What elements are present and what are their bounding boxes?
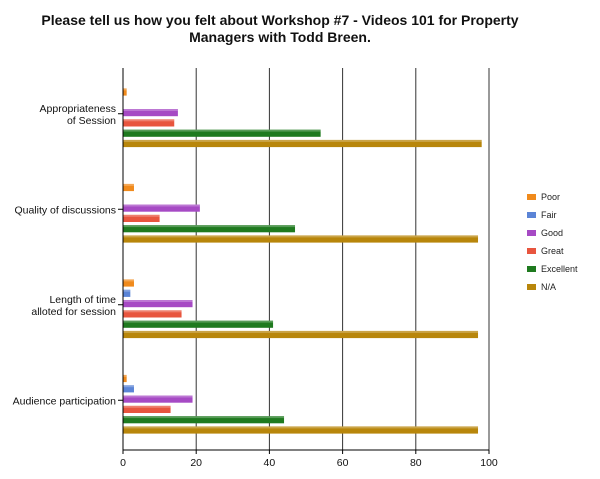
- bar: [123, 405, 171, 413]
- bar: [123, 204, 200, 212]
- bar: [123, 235, 479, 243]
- bar: [123, 320, 274, 328]
- legend-swatch: [527, 230, 536, 236]
- bar-highlight: [123, 385, 134, 388]
- bar: [123, 279, 134, 287]
- category-label: of Session: [67, 115, 116, 127]
- bar: [123, 416, 285, 424]
- bar-highlight: [123, 395, 193, 398]
- x-tick-label: 0: [120, 457, 126, 469]
- x-tick-label: 40: [264, 457, 276, 469]
- bar: [123, 139, 482, 148]
- bar: [123, 426, 479, 434]
- bar-highlight: [123, 129, 321, 132]
- legend-swatch: [527, 194, 536, 200]
- bar: [123, 119, 175, 127]
- x-tick-label: 80: [410, 457, 422, 469]
- bar-highlight: [123, 119, 175, 122]
- bar: [123, 225, 296, 233]
- bar: [123, 183, 134, 192]
- bars: [123, 88, 482, 434]
- category-label: alloted for session: [31, 306, 116, 318]
- bar: [123, 310, 182, 318]
- legend-swatch: [527, 284, 536, 290]
- bar-highlight: [123, 225, 296, 228]
- legend-label: Excellent: [541, 264, 578, 274]
- bar: [123, 88, 127, 96]
- legend-swatch: [527, 212, 536, 218]
- legend-swatch: [527, 266, 536, 272]
- bar-highlight: [123, 289, 131, 292]
- bar: [123, 395, 193, 403]
- bar: [123, 330, 479, 339]
- bar-highlight: [123, 405, 171, 408]
- legend-label: Fair: [541, 210, 557, 220]
- bar-highlight: [123, 204, 200, 207]
- legend-label: Good: [541, 228, 563, 238]
- bar: [123, 289, 131, 297]
- bar-highlight: [123, 320, 274, 323]
- bar: [123, 385, 134, 393]
- bar: [123, 214, 160, 222]
- bar-highlight: [123, 214, 160, 217]
- category-label: Quality of discussions: [14, 204, 116, 216]
- bar-highlight: [123, 109, 178, 111]
- grid-lines: [195, 68, 490, 450]
- x-tick-label: 20: [190, 457, 202, 469]
- legend-label: N/A: [541, 282, 556, 292]
- bar: [123, 109, 178, 117]
- legend: Poor Fair Good Great Excellent N/A: [527, 192, 578, 292]
- x-tick-label: 60: [337, 457, 349, 469]
- chart-title: Please tell us how you felt about Worksh…: [41, 12, 519, 45]
- bar-highlight: [123, 300, 193, 302]
- legend-swatch: [527, 248, 536, 254]
- bar-highlight: [123, 279, 134, 282]
- bar-highlight: [123, 88, 127, 91]
- category-label: Audience participation: [13, 395, 116, 407]
- x-tick-label: 100: [480, 457, 498, 469]
- legend-label: Great: [541, 246, 564, 256]
- category-label: Appropriateness: [40, 103, 116, 115]
- tick-labels: 0 20 40 60 80 100: [120, 457, 498, 469]
- bar-highlight: [123, 426, 479, 429]
- bar-highlight: [123, 139, 482, 142]
- bar-highlight: [123, 374, 127, 377]
- bar: [123, 300, 193, 308]
- bar-highlight: [123, 235, 479, 238]
- bar-highlight: [123, 416, 285, 419]
- axes: [118, 68, 490, 454]
- category-label: Length of time: [49, 294, 116, 306]
- bar: [123, 129, 321, 137]
- bar-highlight: [123, 330, 479, 333]
- legend-label: Poor: [541, 192, 560, 202]
- bar-highlight: [123, 183, 134, 186]
- bar-highlight: [123, 310, 182, 313]
- bar: [123, 374, 127, 383]
